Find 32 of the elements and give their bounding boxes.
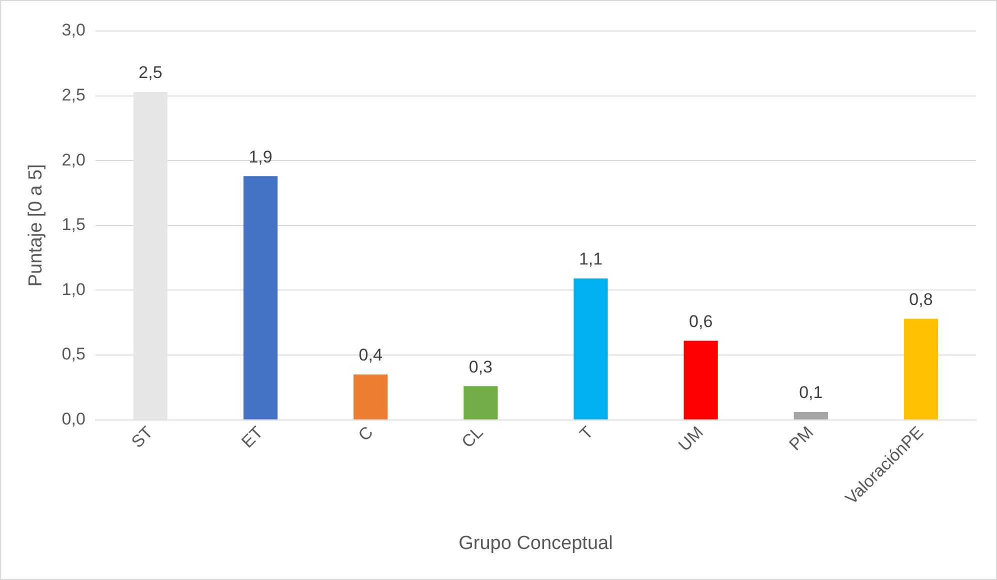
bar — [354, 374, 388, 420]
data-label: 1,9 — [248, 147, 272, 166]
y-tick-label: 0,0 — [62, 410, 86, 429]
y-tick-label: 2,5 — [62, 85, 86, 104]
bar — [684, 340, 718, 420]
y-axis-title: Puntaje [0 a 5] — [26, 164, 47, 287]
x-tick-label: C — [354, 422, 377, 445]
data-label: 0,1 — [799, 383, 823, 402]
data-label: 2,5 — [138, 63, 162, 82]
bar — [904, 318, 938, 420]
data-label: 1,1 — [578, 250, 603, 269]
bar — [243, 176, 278, 420]
y-tick-label: 1,5 — [62, 215, 86, 234]
x-tick-label: CL — [458, 422, 487, 452]
data-label: 0,6 — [689, 312, 713, 331]
bar — [133, 92, 168, 420]
x-tick-label: ET — [238, 422, 267, 452]
x-tick-label: UM — [674, 422, 707, 455]
y-tick-label: 2,0 — [62, 150, 86, 170]
x-axis-title: Grupo Conceptual — [458, 532, 613, 554]
x-tick-label: ST — [128, 422, 157, 452]
bar — [464, 386, 498, 420]
y-tick-label: 1,0 — [62, 280, 86, 299]
data-label: 0,4 — [358, 346, 382, 365]
y-tick-label: 0,5 — [62, 344, 86, 364]
y-tick-label: 3,0 — [62, 20, 86, 40]
data-label: 0,8 — [909, 290, 933, 309]
data-label: 0,3 — [468, 357, 492, 376]
x-tick-label: T — [576, 422, 597, 444]
bar — [574, 278, 608, 420]
bar — [794, 412, 828, 420]
x-tick-label: PM — [786, 422, 818, 454]
